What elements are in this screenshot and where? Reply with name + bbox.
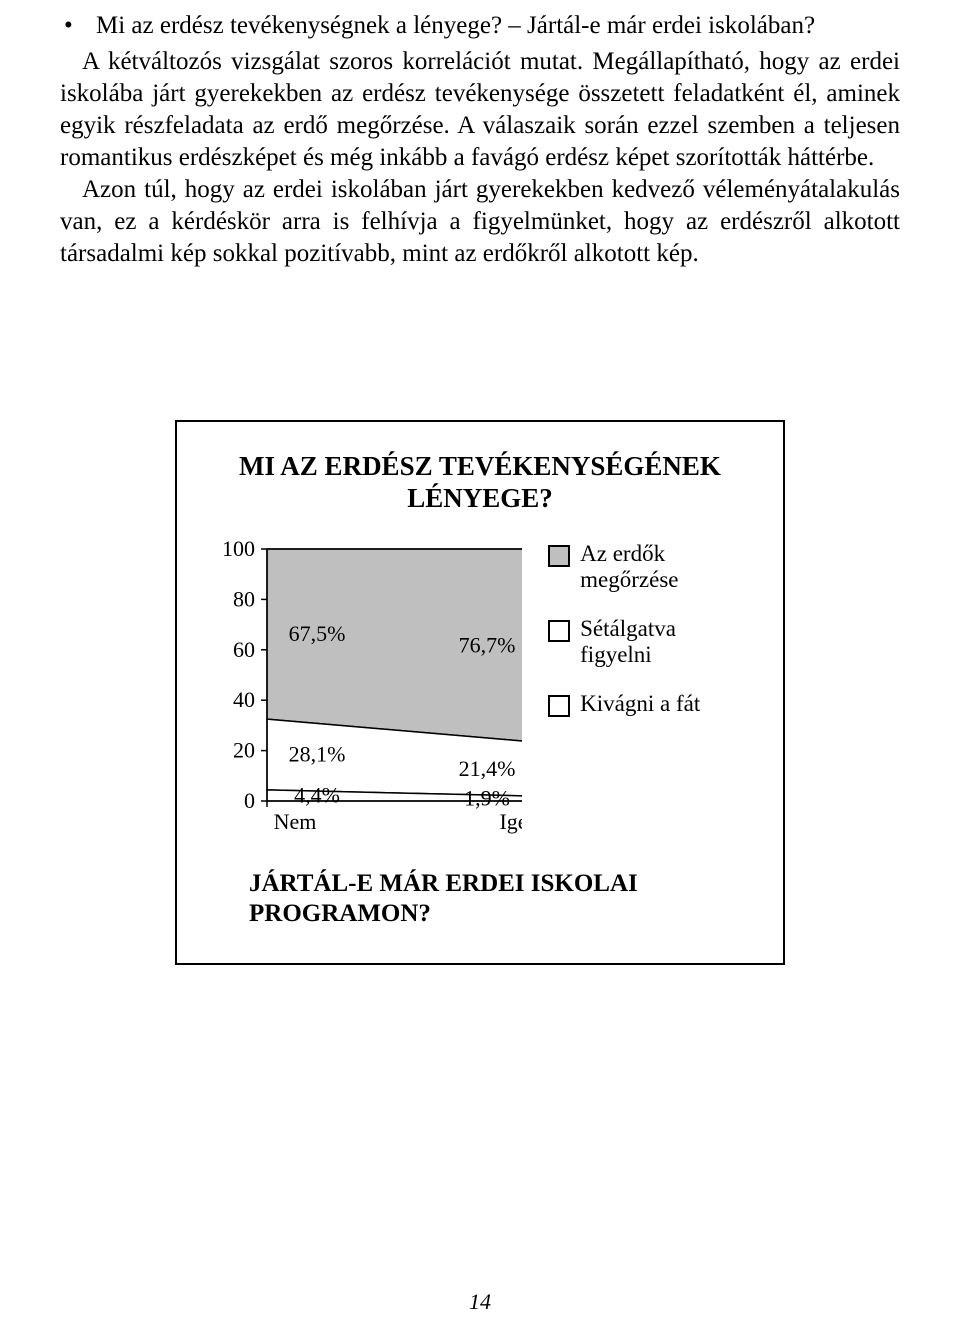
chart-container: MI AZ ERDÉSZ TEVÉKENYSÉGÉNEK LÉNYEGE? 0 2…	[175, 420, 785, 965]
svg-text:21,4%: 21,4%	[459, 756, 516, 781]
legend-item-2: Kivágni a fát	[548, 691, 753, 717]
svg-text:80: 80	[233, 586, 255, 611]
bullet-dot-icon: •	[82, 10, 96, 42]
chart-legend: Az erdők megőrzése Sétálgatva figyelni K…	[548, 541, 753, 739]
bullet-line: •Mi az erdész tevékenységnek a lényege? …	[60, 10, 900, 42]
svg-text:20: 20	[233, 737, 255, 762]
chart-sub-question: JÁRTÁL-E MÁR ERDEI ISKOLAI PROGRAMON?	[249, 869, 753, 929]
svg-text:1,9%: 1,9%	[464, 785, 510, 810]
svg-text:Nem: Nem	[274, 809, 317, 834]
legend-item-0: Az erdők megőrzése	[548, 541, 753, 594]
page: •Mi az erdész tevékenységnek a lényege? …	[0, 0, 960, 1329]
legend-item-1: Sétálgatva figyelni	[548, 616, 753, 669]
paragraph-2: Azon túl, hogy az erdei iskolában járt g…	[60, 174, 900, 270]
svg-text:60: 60	[233, 637, 255, 662]
chart-title: MI AZ ERDÉSZ TEVÉKENYSÉGÉNEK LÉNYEGE?	[207, 450, 753, 515]
svg-text:28,1%: 28,1%	[289, 741, 346, 766]
svg-text:Igen: Igen	[499, 809, 522, 834]
svg-text:4,4%: 4,4%	[294, 782, 340, 807]
legend-swatch-0	[548, 545, 570, 567]
svg-text:67,5%: 67,5%	[289, 621, 346, 646]
chart-row: 0 20 40 60 80 100 Nem Igen 4,4% 1,9% 28,1% 21,4% 67,…	[207, 541, 753, 841]
legend-swatch-2	[548, 695, 570, 717]
legend-label-1: Sétálgatva figyelni	[580, 616, 753, 669]
svg-text:40: 40	[233, 687, 255, 712]
legend-label-0: Az erdők megőrzése	[580, 541, 753, 594]
svg-text:100: 100	[222, 541, 255, 561]
legend-label-2: Kivágni a fát	[580, 691, 700, 717]
svg-text:0: 0	[244, 788, 255, 813]
legend-swatch-1	[548, 620, 570, 642]
svg-text:76,7%: 76,7%	[459, 632, 516, 657]
bullet-text: Mi az erdész tevékenységnek a lényege? –…	[96, 12, 815, 39]
page-number: 14	[0, 1289, 960, 1315]
stacked-area-chart: 0 20 40 60 80 100 Nem Igen 4,4% 1,9% 28,1% 21,4% 67,…	[207, 541, 522, 841]
paragraph-1: A kétváltozós vizsgálat szoros korreláci…	[60, 46, 900, 174]
